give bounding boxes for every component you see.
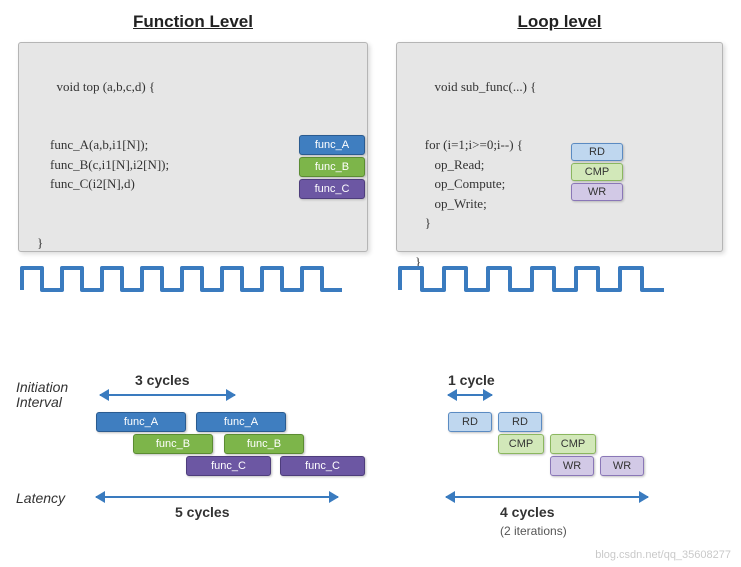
loop-level-code: void sub_func(...) { for (i=1;i>=0;i--) … [415,79,536,270]
pipeline-block: func_B [224,434,304,454]
pipeline-block: RD [498,412,542,432]
code-chip: func_B [299,157,365,177]
pipeline-block: func_A [96,412,186,432]
pipeline-block: func_C [280,456,365,476]
initiation-interval-label: Initiation Interval [16,380,68,411]
right-ii-arrow [448,394,492,396]
pipeline-block: func_C [186,456,271,476]
right-latency-arrow [446,496,648,498]
function-level-code: void top (a,b,c,d) { func_A(a,b,i1[N]); … [37,79,169,250]
code-chip: func_C [299,179,365,199]
loop-level-column: Loop level void sub_func(...) { for (i=1… [396,12,723,300]
function-level-title: Function Level [18,12,368,32]
code-chip: RD [571,143,623,161]
diagram-columns: Function Level void top (a,b,c,d) { func… [0,0,741,300]
right-iterations-note: (2 iterations) [500,524,567,538]
pipeline-block: CMP [550,434,596,454]
right-ii-cycles: 1 cycle [448,372,495,388]
function-level-column: Function Level void top (a,b,c,d) { func… [18,12,368,300]
left-ii-cycles: 3 cycles [135,372,190,388]
left-ii-arrow [100,394,235,396]
left-pipeline: func_Afunc_Afunc_Bfunc_Bfunc_Cfunc_C [0,412,400,492]
loop-level-title: Loop level [396,12,723,32]
clock-waveform [18,262,368,296]
code-chip: CMP [571,163,623,181]
right-latency-cycles: 4 cycles [500,504,555,520]
pipeline-block: WR [550,456,594,476]
clock-waveform [396,262,706,296]
function-level-codebox: void top (a,b,c,d) { func_A(a,b,i1[N]); … [18,42,368,252]
latency-label: Latency [16,490,65,506]
pipeline-block: func_B [133,434,213,454]
left-latency-arrow [96,496,338,498]
code-chip: WR [571,183,623,201]
pipeline-block: func_A [196,412,286,432]
pipeline-block: WR [600,456,644,476]
pipeline-block: CMP [498,434,544,454]
right-clock-row [396,262,723,296]
left-latency-cycles: 5 cycles [175,504,230,520]
left-clock-row [18,262,368,296]
code-chip: func_A [299,135,365,155]
watermark: blog.csdn.net/qq_35608277 [595,549,731,561]
right-pipeline: RDRDCMPCMPWRWR [436,412,736,492]
pipeline-block: RD [448,412,492,432]
loop-level-codebox: void sub_func(...) { for (i=1;i>=0;i--) … [396,42,723,252]
